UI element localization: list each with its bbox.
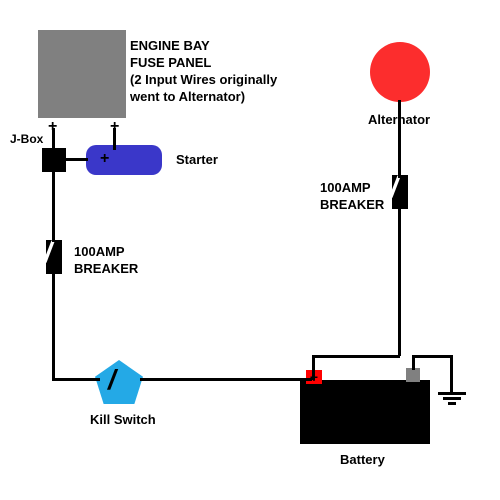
wire-segment [52, 128, 55, 150]
wire-segment [52, 172, 55, 242]
ground-line [443, 397, 461, 400]
jbox-box [42, 148, 66, 172]
wire-segment [398, 208, 401, 356]
wire-segment [412, 355, 452, 358]
wire-segment [52, 378, 100, 381]
kill-switch-slash: / [108, 364, 116, 396]
kill-switch-shape [95, 360, 143, 404]
ground-line [438, 392, 466, 395]
wire-segment [140, 378, 312, 381]
fuse-panel-box [38, 30, 126, 118]
alternator-circle [370, 42, 430, 102]
starter-plus: + [100, 150, 109, 168]
wire-segment [398, 100, 401, 178]
kill-switch-label: Kill Switch [90, 412, 156, 429]
breaker-2-label: 100AMP BREAKER [320, 180, 384, 214]
battery-neg-terminal [406, 368, 420, 382]
battery-label: Battery [340, 452, 385, 469]
jbox-label: J-Box [10, 132, 43, 146]
wire-segment [450, 355, 453, 393]
wire-segment [52, 272, 55, 380]
starter-box [86, 145, 162, 175]
breaker-1-label: 100AMP BREAKER [74, 244, 138, 278]
fuse-panel-label: ENGINE BAY FUSE PANEL (2 Input Wires ori… [130, 38, 277, 106]
wire-segment [113, 128, 116, 150]
battery-box [300, 380, 430, 444]
ground-line [448, 402, 456, 405]
wire-segment [312, 355, 315, 380]
starter-label: Starter [176, 152, 218, 169]
wire-segment [312, 355, 400, 358]
wire-segment [66, 158, 88, 161]
